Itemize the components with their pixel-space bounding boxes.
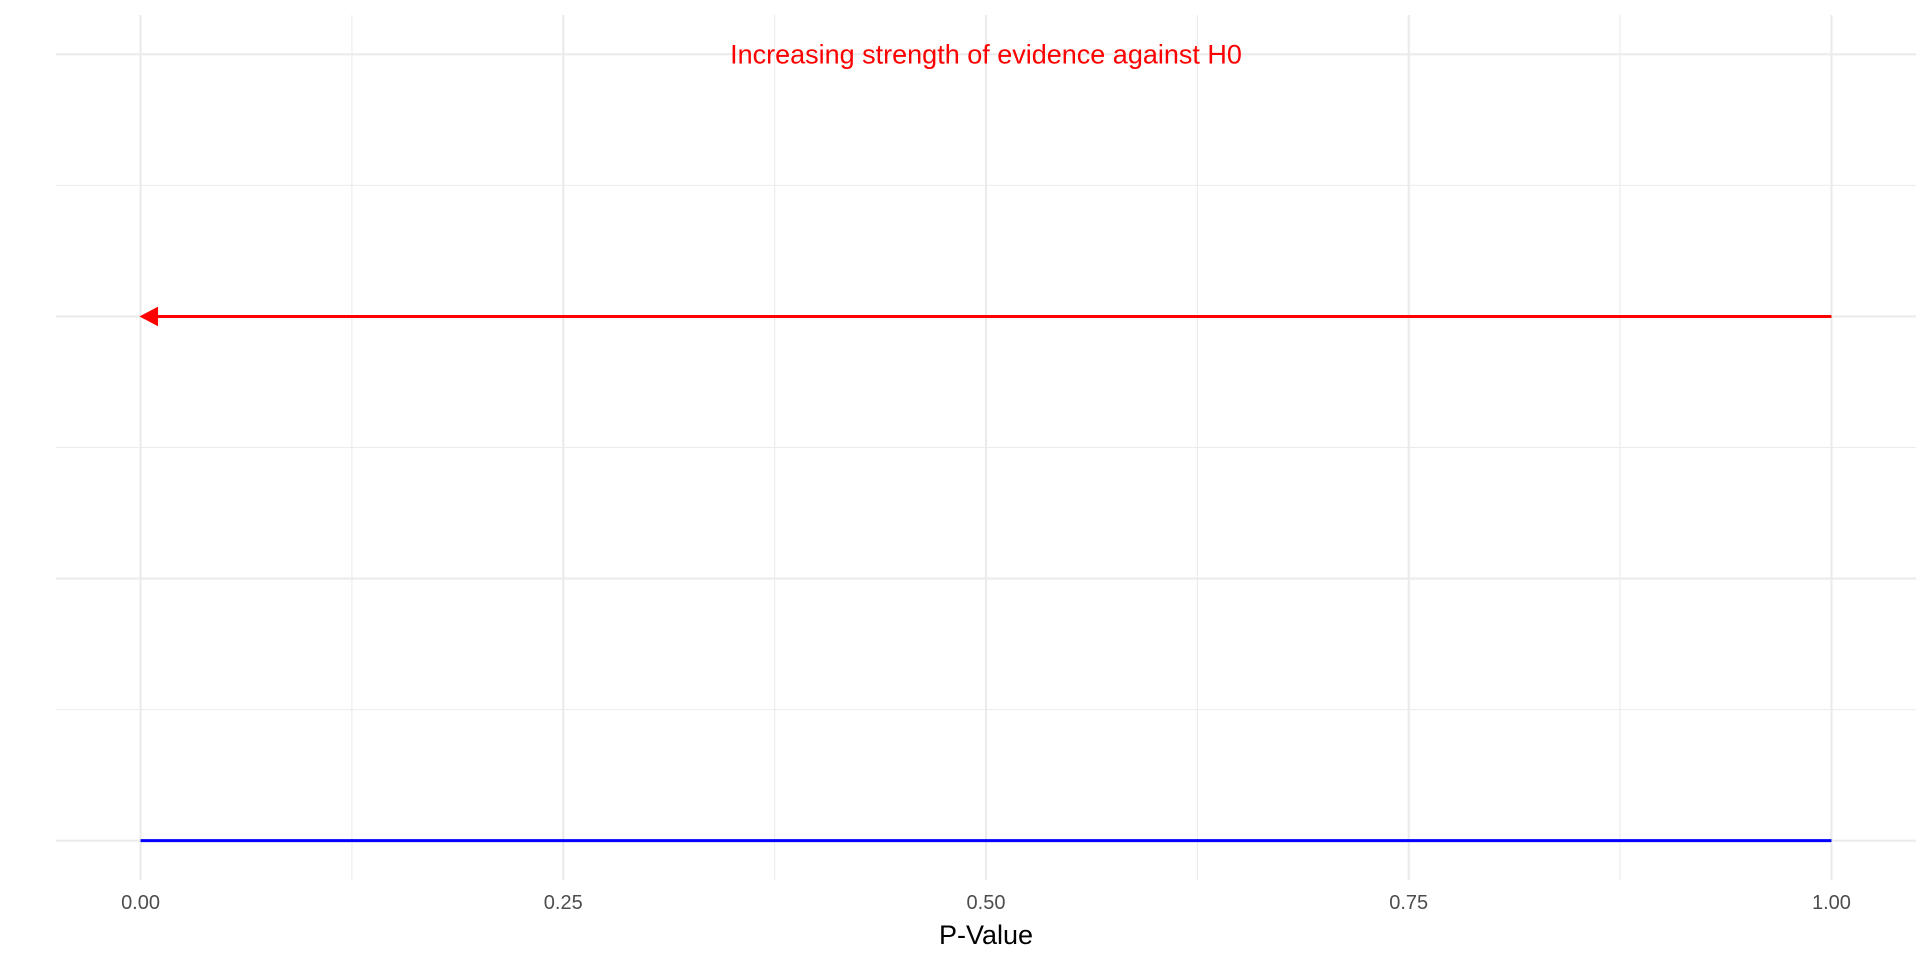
- label-layer: Increasing strength of evidence against …: [121, 39, 1851, 950]
- x-tick-label: 1.00: [1812, 892, 1851, 914]
- grid-layer: [56, 15, 1916, 880]
- x-tick-label: 0.00: [121, 892, 160, 914]
- evidence-arrowhead: [139, 306, 159, 327]
- x-tick-label: 0.75: [1389, 892, 1428, 914]
- evidence-annotation: Increasing strength of evidence against …: [730, 39, 1242, 69]
- series-layer: [139, 306, 1832, 843]
- x-tick-label: 0.50: [967, 892, 1006, 914]
- x-tick-label: 0.25: [544, 892, 583, 914]
- x-axis-title: P-Value: [939, 920, 1033, 950]
